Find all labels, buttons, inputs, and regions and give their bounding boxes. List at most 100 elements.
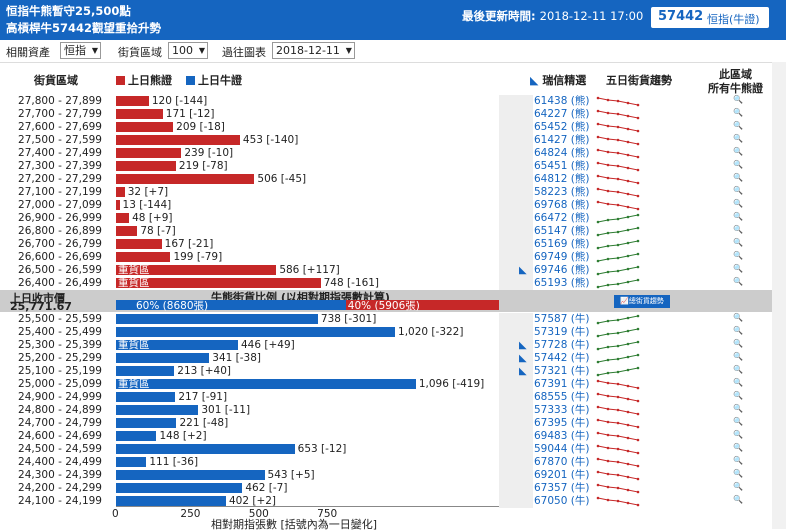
magnifier-icon[interactable]: 🔍 <box>733 147 743 156</box>
warrant-code-link[interactable]: 64812 (熊) <box>534 173 590 185</box>
legend-bear-swatch <box>116 76 125 85</box>
warrant-code-link[interactable]: 67357 (牛) <box>534 482 590 494</box>
bull-bar <box>116 366 175 376</box>
warrant-code-link[interactable]: 65452 (熊) <box>534 121 590 133</box>
magnifier-icon[interactable]: 🔍 <box>733 251 743 260</box>
warrant-code-link[interactable]: 69483 (牛) <box>534 430 590 442</box>
trend-sparkline <box>596 353 640 364</box>
bear-row: 27,800 - 27,899 120 [-144] 61438 (熊) 🔍 <box>0 95 786 108</box>
magnifier-icon[interactable]: 🔍 <box>733 417 743 426</box>
bar-value: 738 [-301] <box>320 313 377 325</box>
magnifier-icon[interactable]: 🔍 <box>733 264 743 273</box>
warrant-code-link[interactable]: 68555 (牛) <box>534 391 590 403</box>
row-range: 27,700 - 27,799 <box>18 108 102 120</box>
past-chart-select[interactable]: 2018-12-11 <box>272 42 355 59</box>
magnifier-icon[interactable]: 🔍 <box>733 186 743 195</box>
warrant-code-link[interactable]: 57442 (牛) <box>534 352 590 364</box>
magnifier-icon[interactable]: 🔍 <box>733 212 743 221</box>
bear-row: 27,400 - 27,499 239 [-10] 64824 (熊) 🔍 <box>0 147 786 160</box>
bear-bar <box>116 148 182 158</box>
warrant-code-link[interactable]: 57333 (牛) <box>534 404 590 416</box>
magnifier-icon[interactable]: 🔍 <box>733 313 743 322</box>
magnifier-icon[interactable]: 🔍 <box>733 495 743 504</box>
warrant-code-link[interactable]: 65193 (熊) <box>534 277 590 289</box>
row-shade <box>499 482 533 495</box>
bull-bar <box>116 431 157 441</box>
warrant-code-link[interactable]: 65451 (熊) <box>534 160 590 172</box>
row-range: 24,900 - 24,999 <box>18 391 102 403</box>
warrant-code-link[interactable]: 58223 (熊) <box>534 186 590 198</box>
bear-bar <box>116 122 174 132</box>
magnifier-icon[interactable]: 🔍 <box>733 108 743 117</box>
trend-sparkline <box>596 366 640 377</box>
warrant-code-link[interactable]: 67870 (牛) <box>534 456 590 468</box>
warrant-code-link[interactable]: 64824 (熊) <box>534 147 590 159</box>
bull-bar <box>116 418 177 428</box>
magnifier-icon[interactable]: 🔍 <box>733 482 743 491</box>
headline-1[interactable]: 恒指牛熊暫守25,500點 <box>6 4 131 18</box>
warrant-code-link[interactable]: 69749 (熊) <box>534 251 590 263</box>
x-axis-label: 相對期指張數 [括號內為一日變化] <box>211 518 378 531</box>
magnifier-icon[interactable]: 🔍 <box>733 365 743 374</box>
bar-value: 543 [+5] <box>267 469 315 481</box>
magnifier-icon[interactable]: 🔍 <box>733 378 743 387</box>
bull-row: 25,300 - 25,399 重貨區 446 [+49] ◣ 57728 (牛) 🔍 <box>0 339 786 352</box>
warrant-code-link[interactable]: 65169 (熊) <box>534 238 590 250</box>
warrant-code-link[interactable]: 66472 (熊) <box>534 212 590 224</box>
magnifier-icon[interactable]: 🔍 <box>733 134 743 143</box>
warrant-code-link[interactable]: 65147 (熊) <box>534 225 590 237</box>
magnifier-icon[interactable]: 🔍 <box>733 173 743 182</box>
magnifier-icon[interactable]: 🔍 <box>733 469 743 478</box>
magnifier-icon[interactable]: 🔍 <box>733 225 743 234</box>
trend-sparkline <box>596 239 640 250</box>
magnifier-icon[interactable]: 🔍 <box>733 160 743 169</box>
warrant-code-link[interactable]: 69768 (熊) <box>534 199 590 211</box>
magnifier-icon[interactable]: 🔍 <box>733 391 743 400</box>
bear-row: 26,500 - 26,599 重貨區 586 [+117] ◣ 69746 (熊) 🔍 <box>0 264 786 277</box>
warrant-code-link[interactable]: 57319 (牛) <box>534 326 590 338</box>
warrant-code-link[interactable]: 57587 (牛) <box>534 313 590 325</box>
magnifier-icon[interactable]: 🔍 <box>733 199 743 208</box>
total-trend-button[interactable]: 📈總街貨趨勢 <box>614 295 670 308</box>
range-select[interactable]: 100 <box>168 42 208 59</box>
warrant-code-link[interactable]: 67050 (牛) <box>534 495 590 507</box>
warrant-code-link[interactable]: 57728 (牛) <box>534 339 590 351</box>
magnifier-icon[interactable]: 🔍 <box>733 352 743 361</box>
headline-2[interactable]: 高槓桿牛57442觀望重拾升勢 <box>6 21 162 35</box>
warrant-code-link[interactable]: 69746 (熊) <box>534 264 590 276</box>
warrant-code-link[interactable]: 57321 (牛) <box>534 365 590 377</box>
trend-sparkline <box>596 314 640 325</box>
featured-code-box[interactable]: 57442 恒指(牛證) <box>650 6 770 29</box>
row-shade <box>499 225 533 238</box>
bar-value: 167 [-21] <box>164 238 214 250</box>
magnifier-icon[interactable]: 🔍 <box>733 430 743 439</box>
asset-select[interactable]: 恒指 <box>60 42 101 59</box>
trend-sparkline <box>596 161 640 172</box>
trend-sparkline <box>596 470 640 481</box>
warrant-code-link[interactable]: 61438 (熊) <box>534 95 590 107</box>
warrant-code-link[interactable]: 61427 (熊) <box>534 134 590 146</box>
trend-sparkline <box>596 405 640 416</box>
warrant-code-link[interactable]: 59044 (牛) <box>534 443 590 455</box>
magnifier-icon[interactable]: 🔍 <box>733 456 743 465</box>
magnifier-icon[interactable]: 🔍 <box>733 277 743 286</box>
magnifier-icon[interactable]: 🔍 <box>733 121 743 130</box>
warrant-code-link[interactable]: 67395 (牛) <box>534 417 590 429</box>
scrollbar[interactable] <box>772 62 786 529</box>
magnifier-icon[interactable]: 🔍 <box>733 326 743 335</box>
magnifier-icon[interactable]: 🔍 <box>733 443 743 452</box>
bull-row: 25,100 - 25,199 213 [+40] ◣ 57321 (牛) 🔍 <box>0 365 786 378</box>
trend-sparkline <box>596 327 640 338</box>
row-shade <box>499 326 533 339</box>
warrant-code-link[interactable]: 64227 (熊) <box>534 108 590 120</box>
magnifier-icon[interactable]: 🔍 <box>733 95 743 104</box>
featured-code[interactable]: 57442 <box>658 9 704 24</box>
legend-bear-label: 上日熊證 <box>128 74 172 87</box>
bear-row: 27,600 - 27,699 209 [-18] 65452 (熊) 🔍 <box>0 121 786 134</box>
magnifier-icon[interactable]: 🔍 <box>733 238 743 247</box>
magnifier-icon[interactable]: 🔍 <box>733 404 743 413</box>
warrant-code-link[interactable]: 69201 (牛) <box>534 469 590 481</box>
bear-bar <box>116 135 240 145</box>
warrant-code-link[interactable]: 67391 (牛) <box>534 378 590 390</box>
magnifier-icon[interactable]: 🔍 <box>733 339 743 348</box>
